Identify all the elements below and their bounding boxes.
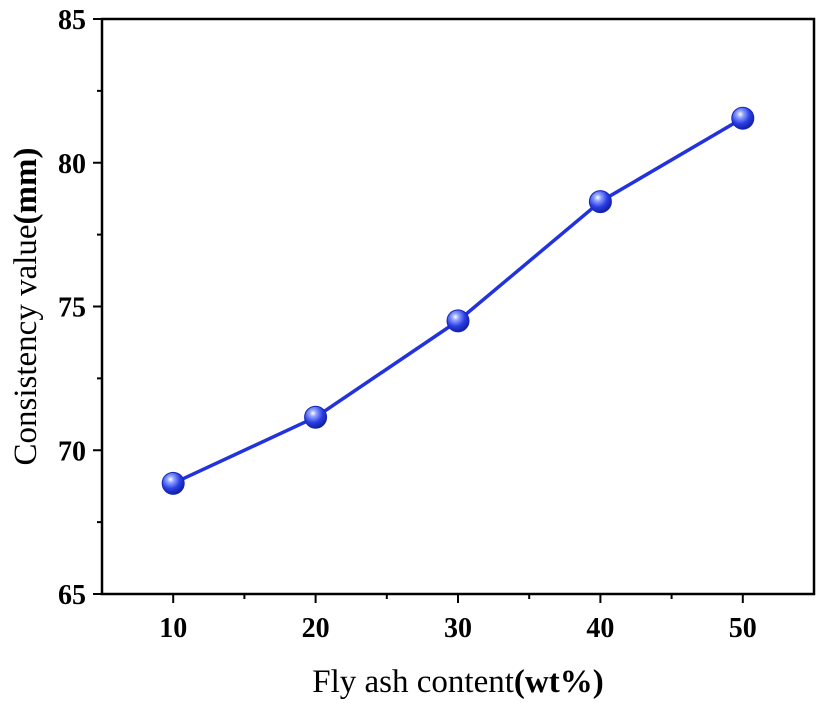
y-axis-title-unit: (mm) — [8, 147, 44, 224]
data-point — [304, 405, 328, 429]
y-tick-label: 65 — [58, 580, 86, 611]
data-point — [446, 309, 470, 333]
x-tick-label: 50 — [729, 613, 757, 644]
data-point — [731, 106, 755, 130]
x-tick-label: 40 — [586, 613, 614, 644]
y-axis-title-text: Consistency value — [8, 224, 44, 465]
y-tick-label: 75 — [58, 293, 86, 324]
series-layer — [161, 106, 755, 495]
y-tick-label: 80 — [58, 149, 86, 180]
y-tick-label: 70 — [58, 436, 86, 467]
data-point — [588, 190, 612, 214]
y-axis-title: Consistency value(mm) — [8, 147, 44, 465]
x-axis-title-unit: (wt%) — [514, 664, 604, 700]
x-tick-label: 20 — [302, 613, 330, 644]
x-tick-label: 30 — [444, 613, 472, 644]
series-line — [172, 116, 744, 485]
plot-area-frame — [100, 17, 816, 596]
x-axis-ticks: 10 20 30 40 50 — [159, 594, 757, 644]
x-axis-title-text: Fly ash content — [312, 664, 514, 700]
y-tick-label: 85 — [58, 5, 86, 36]
x-tick-label: 10 — [159, 613, 187, 644]
y-axis-ticks: 65 70 75 80 85 — [58, 5, 102, 611]
x-axis-title: Fly ash content(wt%) — [312, 664, 603, 700]
data-point — [161, 471, 185, 495]
